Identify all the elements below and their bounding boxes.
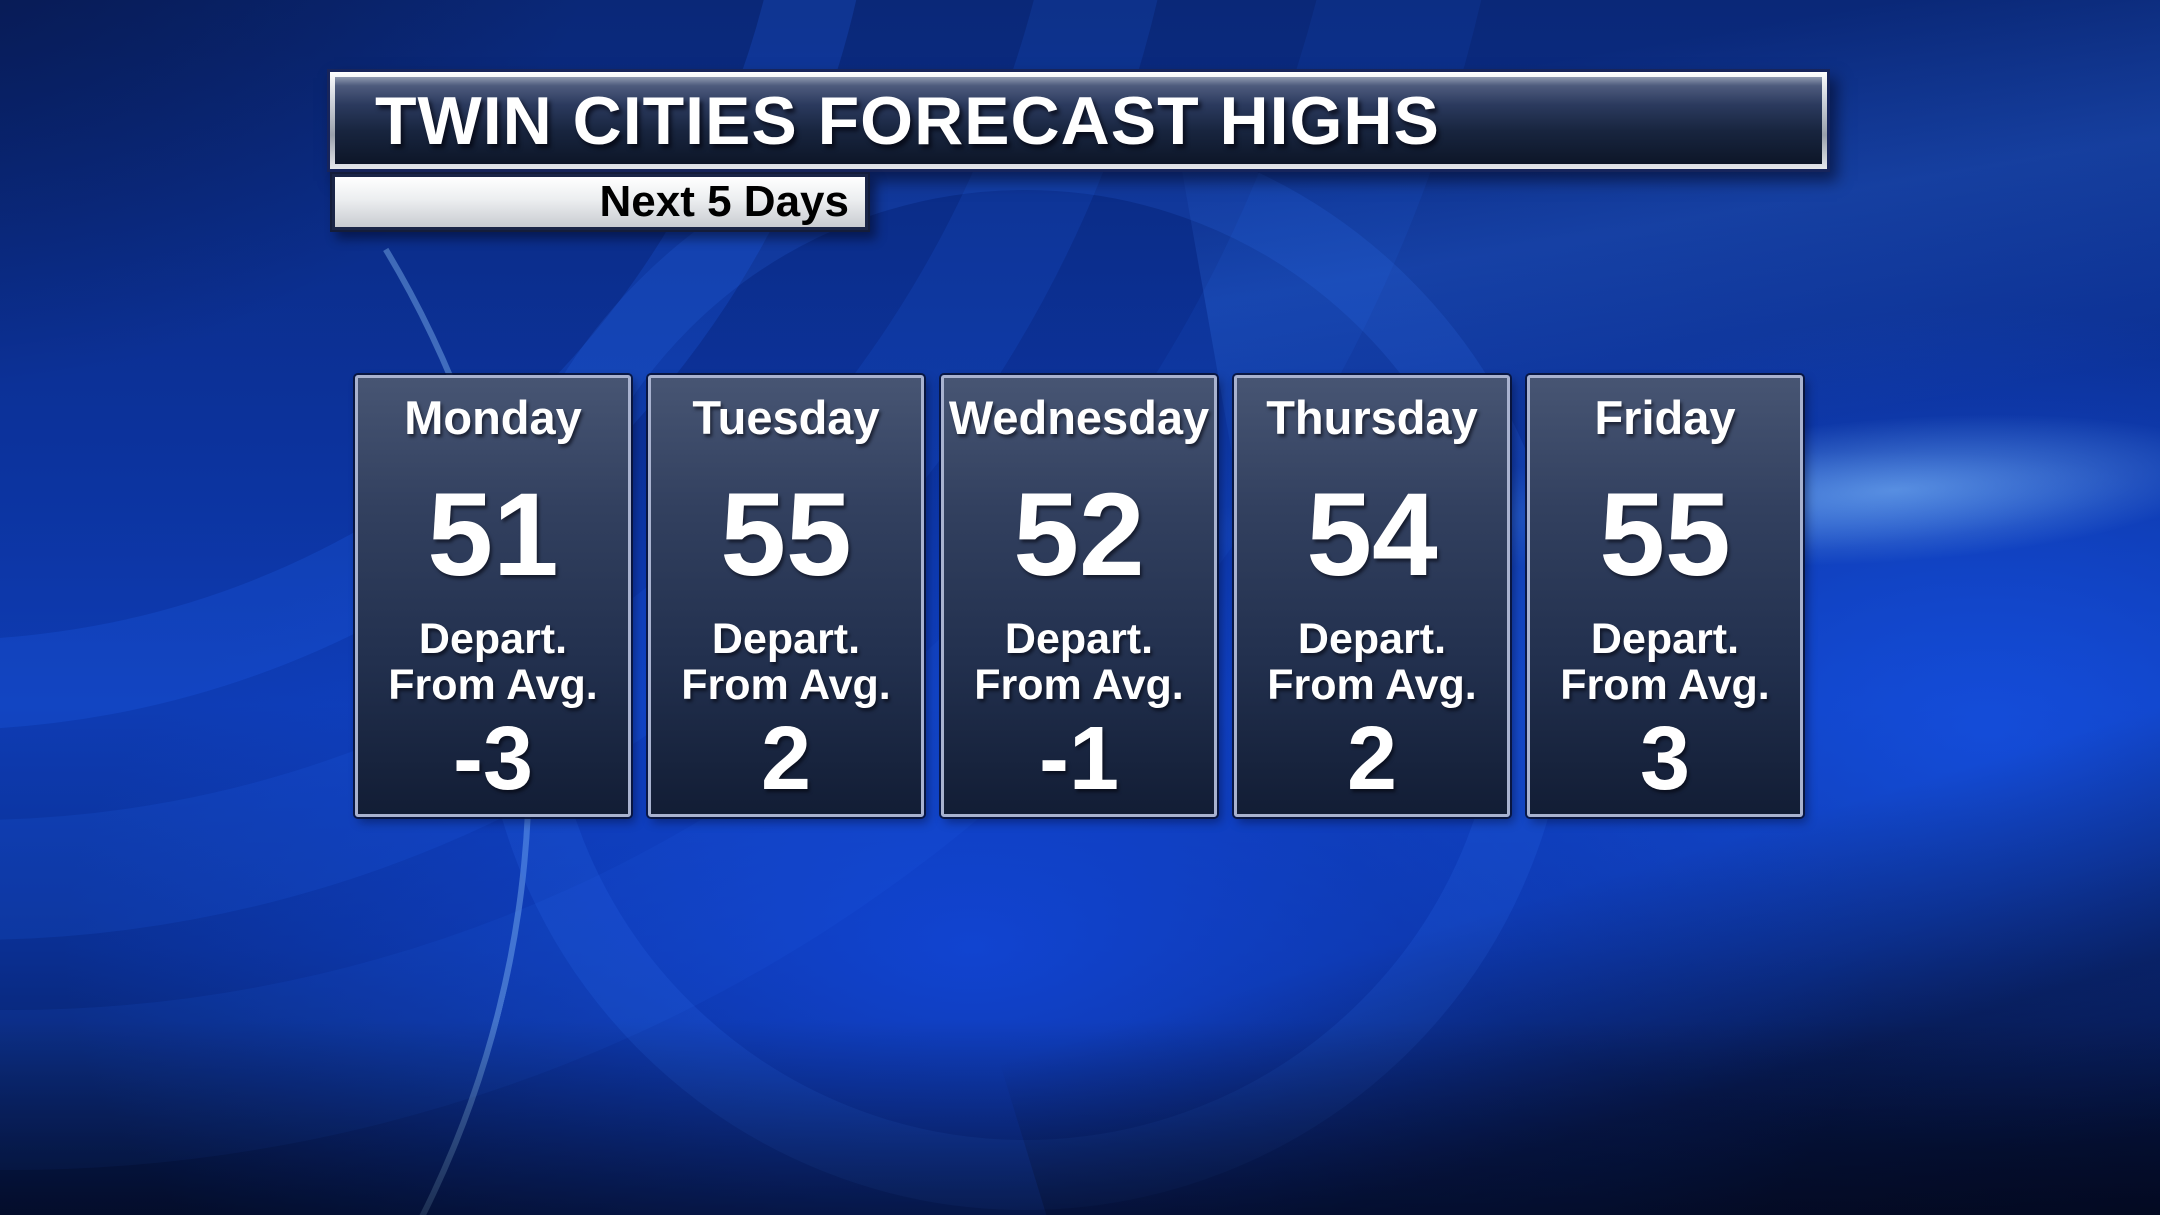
subtitle: Next 5 Days (599, 177, 849, 226)
departure-label-line1: Depart. (418, 614, 568, 663)
subtitle-banner: Next 5 Days (330, 172, 870, 232)
departure-label-line1: Depart. (711, 614, 861, 663)
forecast-card-wednesday: Wednesday 52 Depart. From Avg. -1 (941, 375, 1217, 817)
forecast-card-friday: Friday 55 Depart. From Avg. 3 (1527, 375, 1803, 817)
day-label: Wednesday (948, 391, 1210, 444)
departure-label-line1: Depart. (1297, 614, 1447, 663)
departure-value: 2 (760, 708, 812, 809)
forecast-card-thursday: Thursday 54 Depart. From Avg. 2 (1234, 375, 1510, 817)
page-title: TWIN CITIES FORECAST HIGHS (375, 82, 1440, 159)
departure-value: -1 (1038, 708, 1120, 809)
departure-label-line1: Depart. (1004, 614, 1154, 663)
departure-label: Depart. From Avg. (681, 616, 890, 708)
departure-label: Depart. From Avg. (974, 616, 1183, 708)
high-temp: 54 (1306, 468, 1438, 601)
forecast-card-tuesday: Tuesday 55 Depart. From Avg. 2 (648, 375, 924, 817)
high-temp: 51 (427, 468, 559, 601)
day-label: Friday (1594, 391, 1736, 444)
departure-value: 3 (1639, 708, 1691, 809)
high-temp: 55 (1599, 468, 1731, 601)
high-temp: 55 (720, 468, 852, 601)
title-banner-inner: TWIN CITIES FORECAST HIGHS (335, 77, 1822, 164)
departure-label: Depart. From Avg. (1560, 616, 1769, 708)
departure-label-line2: From Avg. (974, 660, 1184, 709)
day-label: Thursday (1266, 391, 1478, 444)
departure-label: Depart. From Avg. (388, 616, 597, 708)
day-label: Monday (404, 391, 582, 444)
departure-label-line1: Depart. (1590, 614, 1740, 663)
subtitle-banner-inner: Next 5 Days (335, 177, 865, 227)
departure-label-line2: From Avg. (388, 660, 598, 709)
day-label: Tuesday (692, 391, 880, 444)
departure-label: Depart. From Avg. (1267, 616, 1476, 708)
departure-label-line2: From Avg. (1267, 660, 1477, 709)
departure-value: -3 (452, 708, 534, 809)
departure-label-line2: From Avg. (1560, 660, 1770, 709)
title-banner: TWIN CITIES FORECAST HIGHS (327, 69, 1830, 172)
high-temp: 52 (1013, 468, 1145, 601)
forecast-cards: Monday 51 Depart. From Avg. -3 Tuesday 5… (355, 375, 1803, 817)
departure-value: 2 (1346, 708, 1398, 809)
forecast-card-monday: Monday 51 Depart. From Avg. -3 (355, 375, 631, 817)
departure-label-line2: From Avg. (681, 660, 891, 709)
